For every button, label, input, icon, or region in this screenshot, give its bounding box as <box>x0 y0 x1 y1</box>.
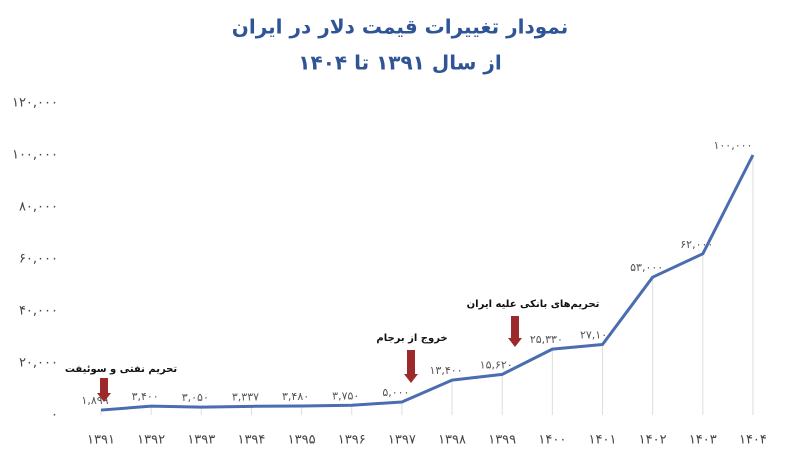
data-line <box>100 154 755 412</box>
value-label: ۶۲,۰۰۰ <box>680 238 713 251</box>
x-tick-label: ۱۳۹۹ <box>488 433 516 448</box>
x-tick-label: ۱۳۹۱ <box>87 433 115 448</box>
value-label: ۱۵,۶۲۰ <box>480 358 513 371</box>
x-tick-label: ۱۳۹۴ <box>237 433 265 448</box>
chart-subtitle: از سال ۱۳۹۱ تا ۱۴۰۴ <box>298 51 501 75</box>
value-label: ۳,۴۰۰ <box>132 390 159 403</box>
x-tick-label: ۱۳۹۵ <box>288 433 316 448</box>
y-tick-label: ۱۲۰,۰۰۰ <box>12 96 58 111</box>
annotation: تحریم نفتی و سوئیفت <box>65 364 178 375</box>
value-label: ۵۳,۰۰۰ <box>630 261 663 274</box>
x-tick-label: ۱۴۰۲ <box>639 433 667 448</box>
y-tick-label: ۸۰,۰۰۰ <box>19 200 58 215</box>
value-label: ۳,۰۵۰ <box>182 391 209 404</box>
value-label: ۱۰۰,۰۰۰ <box>713 139 752 152</box>
x-tick-label: ۱۳۹۷ <box>388 433 416 448</box>
x-tick-label: ۱۴۰۱ <box>589 433 617 448</box>
x-tick-label: ۱۴۰۰ <box>538 433 566 448</box>
y-tick-label: ۴۰,۰۰۰ <box>19 304 58 319</box>
x-tick-label: ۱۴۰۴ <box>739 433 767 448</box>
arrow-shaft <box>407 350 415 375</box>
y-tick-label: ۰ <box>51 408 58 423</box>
x-tick-label: ۱۳۹۶ <box>338 433 366 448</box>
arrow-head <box>508 338 522 347</box>
value-label: ۱۳,۴۰۰ <box>430 364 463 377</box>
arrow-head <box>97 393 111 402</box>
value-label: ۵,۰۰۰ <box>382 386 409 399</box>
annotation: تحریم‌های بانکی علیه ایران <box>467 299 600 310</box>
y-tick-label: ۶۰,۰۰۰ <box>19 252 58 267</box>
value-label: ۲۵,۳۳۰ <box>530 333 563 346</box>
y-tick-label: ۲۰,۰۰۰ <box>19 356 58 371</box>
value-label: ۳,۷۵۰ <box>332 389 359 402</box>
arrow-shaft <box>511 316 519 339</box>
annotation: خروج از برجام <box>376 333 447 344</box>
arrow-shaft <box>100 378 108 394</box>
x-tick-label: ۱۳۹۸ <box>438 433 466 448</box>
arrow-head <box>404 374 418 383</box>
value-label: ۳,۳۳۷ <box>232 390 259 403</box>
value-label: ۳,۴۸۰ <box>282 390 309 403</box>
x-tick-label: ۱۳۹۲ <box>137 433 165 448</box>
x-tick-label: ۱۳۹۳ <box>187 433 215 448</box>
y-tick-label: ۱۰۰,۰۰۰ <box>12 148 58 163</box>
chart-title: نمودار تغییرات قیمت دلار در ایران <box>232 15 568 39</box>
value-label: ۲۷,۱۰۰ <box>580 329 613 342</box>
x-tick-label: ۱۴۰۳ <box>689 433 717 448</box>
